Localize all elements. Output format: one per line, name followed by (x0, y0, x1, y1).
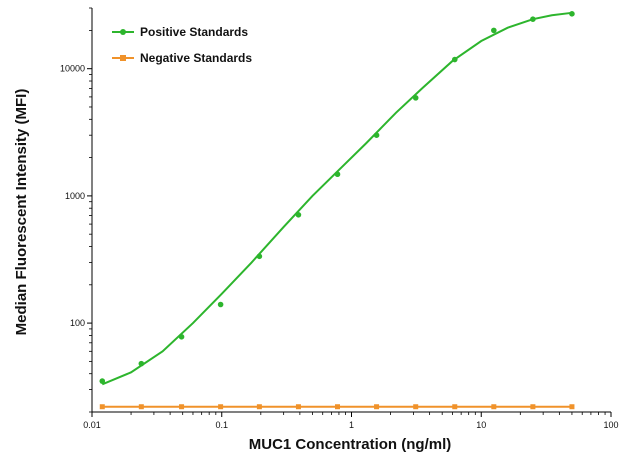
data-point (179, 404, 185, 410)
data-point (413, 404, 419, 410)
data-point (334, 171, 341, 178)
legend-label: Negative Standards (140, 51, 252, 65)
data-point (374, 404, 380, 410)
data-point (217, 301, 224, 308)
data-point (256, 404, 262, 410)
fit-curve (101, 11, 573, 386)
legend-marker (120, 29, 126, 35)
data-point (138, 404, 144, 410)
data-point (452, 404, 458, 410)
legend-label: Positive Standards (140, 25, 248, 39)
data-point (99, 378, 106, 384)
x-tick-label: 100 (603, 420, 618, 430)
data-point (178, 334, 185, 340)
legend-item: Positive Standards (112, 25, 248, 39)
legend-item: Negative Standards (112, 51, 252, 65)
data-point (218, 404, 224, 410)
y-tick-label: 1000 (65, 191, 85, 201)
data-point (334, 404, 340, 410)
x-axis-title: MUC1 Concentration (ng/ml) (249, 436, 452, 453)
data-point (530, 16, 536, 22)
legend: Positive Standards Negative Standards (112, 25, 252, 65)
data-point (569, 11, 575, 17)
axes: 0.01 0.1 1 10 100 100 1000 10000 (60, 7, 619, 430)
data-point (256, 253, 263, 260)
x-tick-label: 0.01 (83, 420, 101, 430)
y-tick-label: 10000 (60, 64, 85, 74)
x-tick-label: 10 (476, 420, 486, 430)
data-point (451, 56, 458, 63)
legend-marker (120, 55, 126, 61)
x-tick-label: 0.1 (215, 420, 228, 430)
plot-area (99, 11, 575, 410)
series-1 (99, 11, 575, 386)
data-point (99, 404, 105, 410)
data-point (138, 360, 145, 367)
data-point (569, 404, 575, 410)
data-point (295, 404, 301, 410)
data-point (530, 404, 536, 410)
data-point (295, 212, 302, 218)
y-axis-title: Median Fluorescent Intensity (MFI) (13, 89, 30, 336)
x-tick-label: 1 (349, 420, 354, 430)
data-point (491, 27, 497, 34)
series-2 (99, 404, 575, 410)
data-point (373, 132, 380, 139)
data-point (412, 95, 419, 101)
data-point (491, 404, 497, 410)
y-tick-label: 100 (70, 318, 85, 328)
